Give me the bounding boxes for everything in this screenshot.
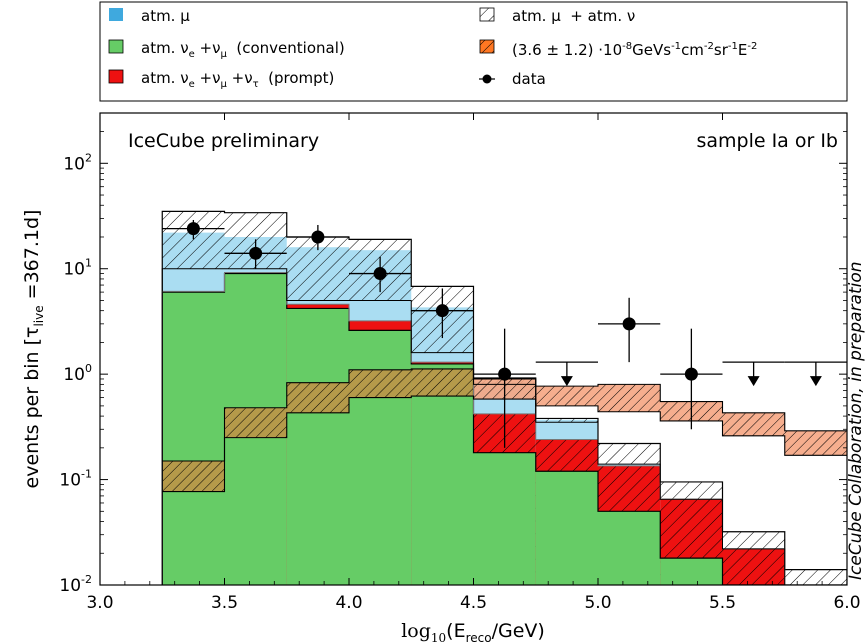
data-point — [435, 304, 449, 318]
x-tick-label: 4.5 — [460, 593, 487, 613]
legend-label-prompt: atm. νe +νμ +ντ (prompt) — [141, 69, 334, 90]
legend-label-conventional: atm. νe +νμ (conventional) — [141, 39, 345, 60]
data-point — [622, 317, 636, 331]
astro-band-hatch — [349, 369, 412, 398]
conv-bar — [535, 471, 598, 585]
legend-swatch-conventional — [108, 39, 124, 54]
y-tick-base: 10 — [59, 576, 81, 596]
legend-swatch-prompt — [108, 69, 124, 84]
y-tick-exponent: 2 — [85, 151, 92, 164]
conv-bar — [598, 511, 661, 585]
y-tick-label: 100 — [63, 362, 92, 385]
y-tick-label: 10-1 — [59, 468, 92, 491]
y-tick-base: 10 — [59, 471, 81, 491]
y-tick-label: 10-2 — [59, 573, 92, 596]
astro-band-hatch — [535, 386, 598, 406]
annotation-collaboration: IceCube Collaboration, in preparation — [846, 261, 865, 580]
data-points — [162, 219, 847, 448]
data-point — [249, 246, 263, 260]
y-tick-exponent: -2 — [81, 573, 92, 586]
legend-swatch-sum — [479, 7, 495, 22]
upper-limit-arrow — [747, 376, 760, 387]
legend-swatch-astro-hatch — [480, 40, 494, 53]
x-axis-label: log10(Ereco/GeV) — [401, 620, 545, 644]
astro-band-hatch — [598, 384, 661, 412]
astro-band-hatch — [784, 430, 847, 456]
conv-bar — [473, 452, 536, 585]
prompt-hatch — [722, 548, 785, 585]
upper-limit-arrow — [560, 376, 573, 387]
annotation-sample: sample Ia or Ib — [696, 130, 838, 152]
y-tick-label: 101 — [63, 257, 92, 280]
astro-band-hatch — [411, 368, 474, 397]
astro-band-hatch — [286, 382, 349, 413]
conv-bar — [286, 308, 349, 585]
data-point — [311, 230, 325, 244]
conv-bar — [660, 558, 723, 585]
annotation-preliminary: IceCube preliminary — [128, 130, 319, 152]
legend-label-data: data — [512, 70, 546, 88]
legend-label-astro: (3.6 ± 1.2) ·10-8GeVs-1cm-2sr-1E-2 — [512, 41, 757, 59]
y-tick-exponent: -1 — [81, 468, 92, 481]
x-tick-label: 3.0 — [86, 593, 113, 613]
y-tick-exponent: 1 — [85, 257, 92, 270]
astro-band-hatch — [162, 461, 225, 492]
y-tick-base: 10 — [63, 260, 85, 280]
astro-band-hatch — [224, 407, 287, 438]
x-tick-label: 3.5 — [211, 593, 238, 613]
x-tick-label: 5.5 — [709, 593, 736, 613]
data-point — [498, 367, 512, 381]
y-tick-base: 10 — [63, 365, 85, 385]
legend-label-atm-mu: atm. μ — [141, 7, 190, 25]
data-point — [684, 367, 698, 381]
data-point — [186, 222, 200, 236]
astro-band-hatch — [722, 412, 785, 436]
legend-data-marker — [482, 74, 492, 84]
y-tick-base: 10 — [63, 154, 85, 174]
conv-bar — [162, 292, 225, 585]
total-hatch — [784, 569, 847, 585]
legend: atm. μ atm. νe +νμ (conventional) atm. ν… — [99, 1, 848, 102]
x-tick-label: 5.0 — [584, 593, 611, 613]
x-tick-label: 6.0 — [833, 593, 860, 613]
upper-limit-arrow — [809, 376, 822, 387]
x-tick-label: 4.0 — [335, 593, 362, 613]
conv-bar — [349, 330, 412, 585]
legend-swatch-atm-mu — [109, 8, 123, 21]
y-tick-label: 102 — [63, 151, 92, 174]
legend-label-sum: atm. μ + atm. ν — [512, 7, 635, 25]
y-tick-exponent: 0 — [85, 362, 92, 375]
y-axis-label: events per bin [τlive =367.1d] — [21, 210, 46, 489]
data-point — [373, 267, 387, 281]
conv-bar — [411, 363, 474, 585]
